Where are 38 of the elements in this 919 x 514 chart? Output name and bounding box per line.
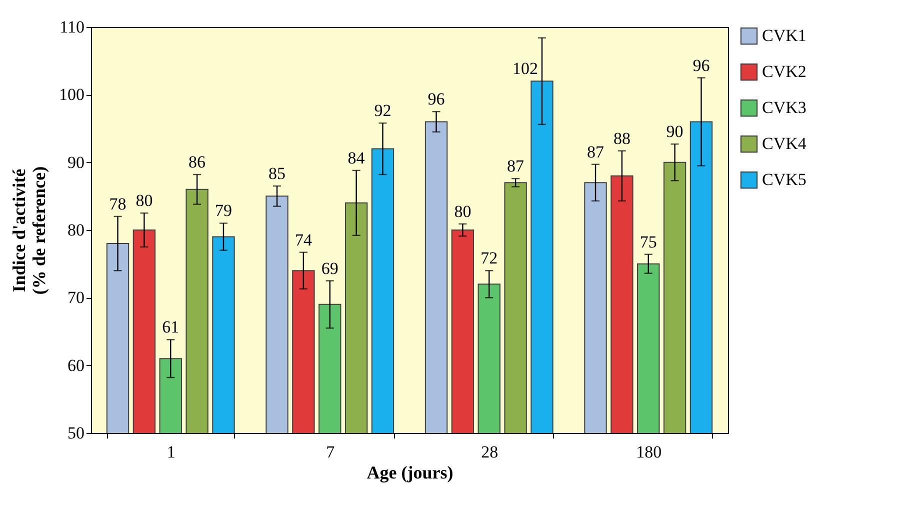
data-label: 92: [374, 101, 392, 120]
data-label: 88: [613, 128, 630, 148]
y-tick-label: 90: [68, 152, 84, 172]
legend-label: CVK1: [762, 26, 806, 45]
data-label: 80: [136, 191, 153, 210]
y-tick-label: 80: [68, 220, 84, 240]
legend-label: CVK2: [762, 62, 806, 81]
data-label: 79: [214, 201, 232, 220]
legend-label: CVK4: [762, 134, 807, 153]
y-tick-label: 50: [68, 424, 84, 442]
data-label: 87: [587, 142, 605, 162]
legend-label: CVK3: [762, 98, 806, 117]
y-tick-label: 100: [59, 85, 84, 104]
data-label: 74: [294, 230, 312, 250]
data-label: 69: [321, 258, 338, 278]
y-tick-label: 110: [60, 18, 84, 36]
data-label: 96: [692, 56, 710, 75]
y-axis-title: Indice d'activité (% de reference): [9, 166, 49, 295]
data-label: 102: [512, 59, 538, 78]
data-label: 72: [480, 248, 498, 268]
data-label: 90: [666, 122, 684, 142]
x-tick-label: 1: [166, 442, 176, 462]
data-label: 84: [348, 148, 366, 168]
data-label: 80: [454, 202, 472, 221]
x-tick-label: 28: [481, 442, 498, 462]
data-label: 85: [268, 164, 286, 184]
x-axis-title: Age (jours): [366, 462, 454, 482]
data-label: 75: [640, 232, 657, 252]
y-tick-label: 70: [68, 288, 84, 308]
legend-label: CVK5: [762, 170, 806, 189]
data-label: 61: [162, 318, 180, 337]
x-tick-label: 180: [636, 442, 662, 462]
data-label: 78: [109, 194, 126, 214]
data-label: 86: [188, 152, 206, 172]
x-tick-label: 7: [326, 442, 336, 462]
data-label: 87: [507, 156, 525, 176]
y-tick-label: 60: [68, 356, 84, 375]
data-label: 96: [428, 90, 445, 109]
